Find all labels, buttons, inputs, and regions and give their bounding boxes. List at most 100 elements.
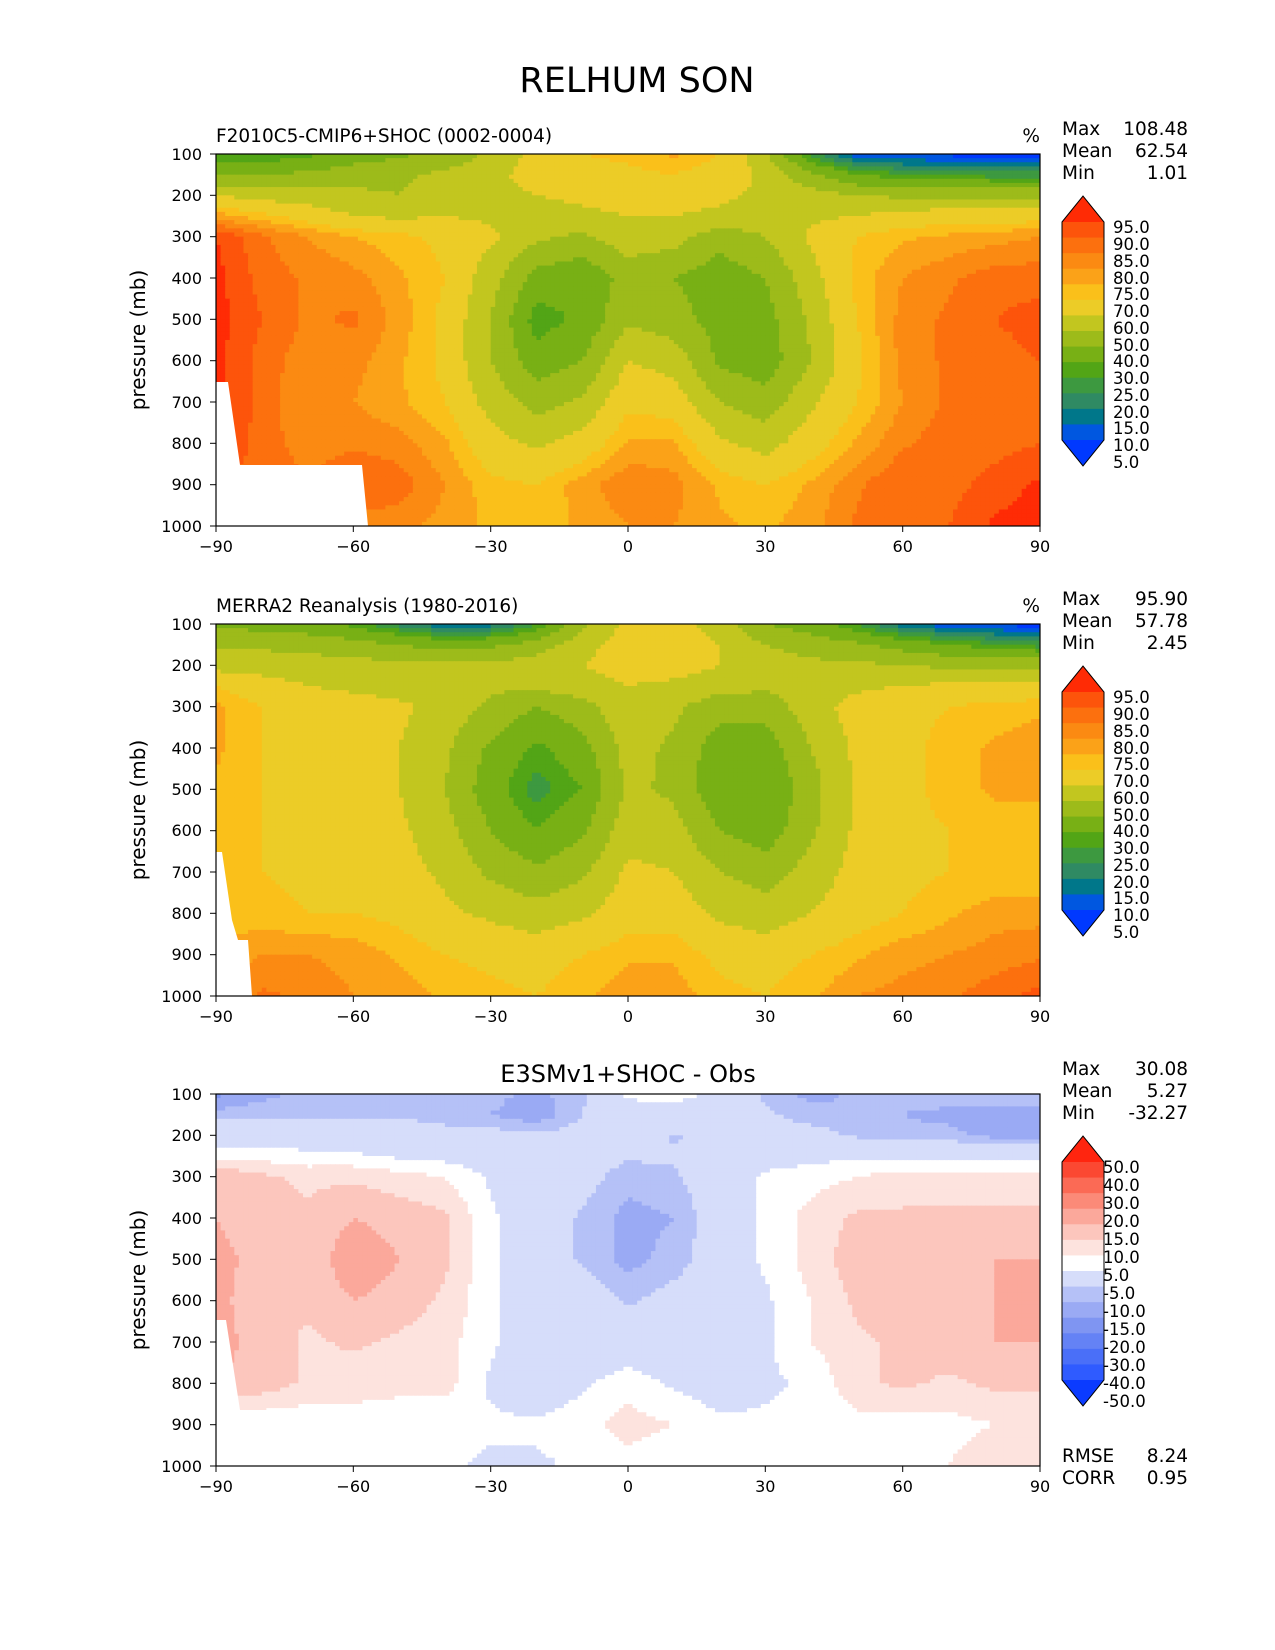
field-cell [394,166,400,172]
field-cell [953,236,959,242]
field-cell [531,265,538,271]
field-cell [568,207,574,213]
field-cell [591,178,597,184]
field-cell [550,203,556,209]
field-cell [811,154,817,159]
field-cell [769,158,776,163]
field-cell [353,203,359,209]
field-cell [898,228,904,234]
field-cell [449,257,455,263]
field-cell [692,203,698,209]
field-cell [719,211,725,217]
field-cell [586,170,592,176]
field-cell [934,191,940,196]
field-cell [801,244,808,250]
field-cell [902,199,908,205]
field-cell [476,220,483,225]
field-cell [357,162,364,167]
field-cell [751,154,757,159]
field-cell [733,236,739,242]
field-cell [628,187,634,192]
field-cell [628,174,634,180]
field-cell [289,257,295,263]
field-cell [756,158,762,163]
field-cell [316,154,322,159]
field-cell [518,191,524,196]
field-cell [1017,195,1023,201]
field-cell [806,178,812,184]
field-cell [824,236,831,242]
field-cell [582,211,588,217]
field-cell [962,166,968,172]
field-cell [550,166,556,172]
field-cell [284,236,290,242]
field-cell [275,182,281,188]
field-cell [783,178,789,184]
field-cell [632,228,638,234]
field-cell [783,244,789,250]
field-cell [591,236,597,242]
field-cell [966,166,972,172]
field-cell [1026,224,1032,229]
field-cell [243,191,249,196]
field-cell [582,257,588,263]
field-cell [302,211,309,217]
field-cell [344,253,350,258]
field-cell [508,199,515,205]
field-cell [380,178,386,184]
field-cell [270,253,277,258]
field-cell [609,244,615,250]
field-cell [545,211,551,217]
field-cell [774,195,780,201]
field-cell [866,195,872,201]
field-cell [907,178,913,184]
field-cell [893,220,899,225]
field-cell [527,178,533,184]
field-cell [357,187,364,192]
field-cell [522,178,528,184]
field-cell [792,236,798,242]
field-cell [335,216,341,221]
field-cell [389,178,396,184]
field-cell [820,249,826,254]
field-cell [788,162,794,167]
field-cell [499,178,505,184]
field-cell [595,244,602,250]
field-cell [618,232,625,238]
field-cell [724,187,730,192]
field-cell [815,162,821,167]
field-cell [609,211,615,217]
field-cell [550,199,556,205]
field-cell [467,228,473,234]
field-cell [618,195,625,201]
field-cell [939,207,945,213]
field-cell [1030,253,1037,258]
field-cell [911,224,917,229]
field-cell [943,166,950,172]
field-cell [985,249,991,254]
field-cell [843,199,849,205]
field-cell [586,182,592,188]
field-cell [1003,228,1009,234]
field-cell [573,261,579,267]
field-cell [568,265,574,271]
field-cell [586,158,592,163]
field-cell [925,211,931,217]
field-cell [641,216,647,221]
field-cell [632,203,638,209]
field-cell [513,182,519,188]
field-cell [870,261,876,267]
field-cell [980,178,986,184]
field-cell [518,232,524,238]
field-cell [280,162,286,167]
field-cell [440,216,446,221]
field-cell [252,257,258,263]
field-cell [618,187,625,192]
field-cell [385,244,391,250]
field-cell [527,211,533,217]
field-cell [985,191,991,196]
field-cell [284,220,290,225]
field-cell [1003,216,1009,221]
field-cell [994,211,1000,217]
field-cell [426,158,432,163]
